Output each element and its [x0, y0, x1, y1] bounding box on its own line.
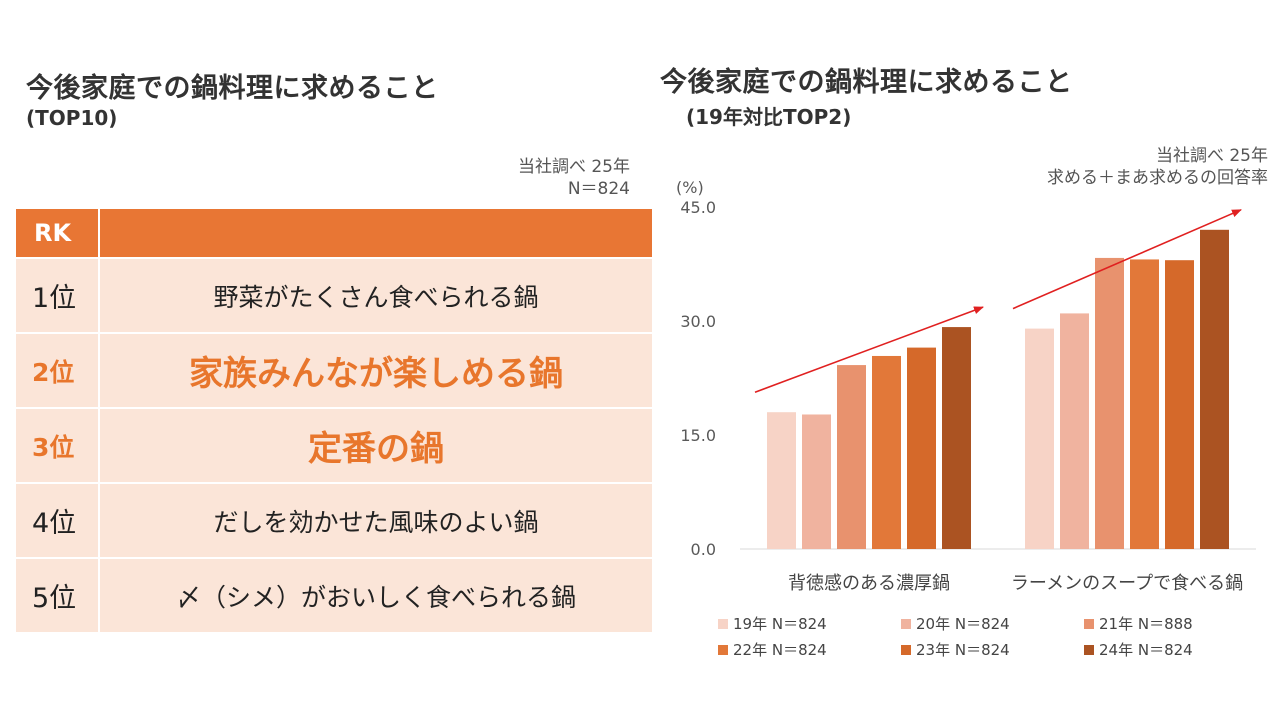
- rank-item-label: 〆（シメ）がおいしく食べられる鍋: [98, 557, 654, 634]
- ranking-table: RK 1位 野菜がたくさん食べられる鍋 2位 家族みんなが楽しめる鍋 3位 定番の鍋 4位だ…: [14, 207, 654, 634]
- y-tick-label: 30.0: [680, 312, 716, 331]
- legend-label: 23年 N＝824: [916, 641, 1010, 659]
- ranking-row: 5位 〆（シメ）がおいしく食べられる鍋: [14, 557, 654, 634]
- rank-position: 2位: [14, 332, 100, 409]
- bar: [872, 355, 901, 549]
- chart-plot-area: 0.0 15.0 30.0 45.0 背徳感のある濃厚鍋 ラーメンのスープで食べる鍋 19年…: [680, 198, 1256, 659]
- bar: [1060, 313, 1089, 549]
- bar-chart: (%) 0.0 15.0 30.0 45.0 背徳感のある濃厚鍋 ラーメンのスープで食べる…: [676, 178, 1256, 659]
- legend-label: 20年 N＝824: [916, 615, 1010, 633]
- item-column-header: [98, 207, 654, 259]
- trend-arrow: [754, 306, 984, 393]
- y-tick-label: 15.0: [680, 426, 716, 445]
- bar: [1165, 260, 1194, 549]
- rank-item-label: だしを効かせた風味のよい鍋: [98, 482, 654, 559]
- bar: [907, 347, 936, 549]
- y-tick-label: 0.0: [691, 540, 716, 559]
- left-subtitle: (TOP10): [26, 106, 118, 130]
- right-source-line2: 求める＋まあ求めるの回答率: [1047, 168, 1268, 188]
- rank-item-label: 定番の鍋: [98, 407, 654, 484]
- left-source-line1: 当社調べ 25年: [517, 157, 630, 177]
- right-subtitle: (19年対比TOP2): [686, 105, 852, 129]
- legend-swatch: [718, 645, 728, 655]
- y-tick-label: 45.0: [680, 198, 716, 217]
- left-source-note: 当社調べ 25年 N＝824: [518, 156, 630, 200]
- x-category-label: ラーメンのスープで食べる鍋: [1011, 573, 1243, 594]
- rank-position: 1位: [14, 257, 100, 334]
- bar: [1025, 328, 1054, 549]
- rank-position: 4位: [14, 482, 100, 559]
- legend-label: 21年 N＝888: [1099, 615, 1193, 633]
- legend-label: 19年 N＝824: [733, 615, 827, 633]
- ranking-row: 2位 家族みんなが楽しめる鍋: [14, 332, 654, 409]
- rank-column-header: RK: [14, 207, 100, 259]
- legend-swatch: [901, 619, 911, 629]
- bar: [942, 327, 971, 549]
- bar: [1130, 259, 1159, 549]
- right-source-line1: 当社調べ 25年: [1155, 146, 1268, 166]
- left-sample-size: N＝824: [567, 179, 630, 199]
- legend-swatch: [1084, 619, 1094, 629]
- ranking-row: 4位 だしを効かせた風味のよい鍋: [14, 482, 654, 559]
- y-axis-unit-label: (%): [676, 178, 704, 197]
- legend-swatch: [1084, 645, 1094, 655]
- legend-label: 24年 N＝824: [1099, 641, 1193, 659]
- rank-item-label: 家族みんなが楽しめる鍋: [98, 332, 654, 409]
- trend-arrow: [1012, 209, 1242, 310]
- bar: [1095, 257, 1124, 549]
- left-title: 今後家庭での鍋料理に求めること: [26, 73, 439, 104]
- bar: [802, 414, 831, 549]
- legend-swatch: [718, 619, 728, 629]
- bar: [837, 365, 866, 549]
- rank-position: 5位: [14, 557, 100, 634]
- right-title: 今後家庭での鍋料理に求めること: [660, 67, 1073, 98]
- ranking-header-row: RK: [14, 207, 654, 259]
- rank-item-label: 野菜がたくさん食べられる鍋: [98, 257, 654, 334]
- right-source-note: 当社調べ 25年 求める＋まあ求めるの回答率: [1047, 145, 1268, 189]
- ranking-row: 3位 定番の鍋: [14, 407, 654, 484]
- bar: [767, 412, 796, 549]
- legend-label: 22年 N＝824: [733, 641, 827, 659]
- legend-swatch: [901, 645, 911, 655]
- rank-position: 3位: [14, 407, 100, 484]
- ranking-row: 1位 野菜がたくさん食べられる鍋: [14, 257, 654, 334]
- x-category-label: 背徳感のある濃厚鍋: [788, 573, 950, 594]
- bar: [1200, 229, 1229, 550]
